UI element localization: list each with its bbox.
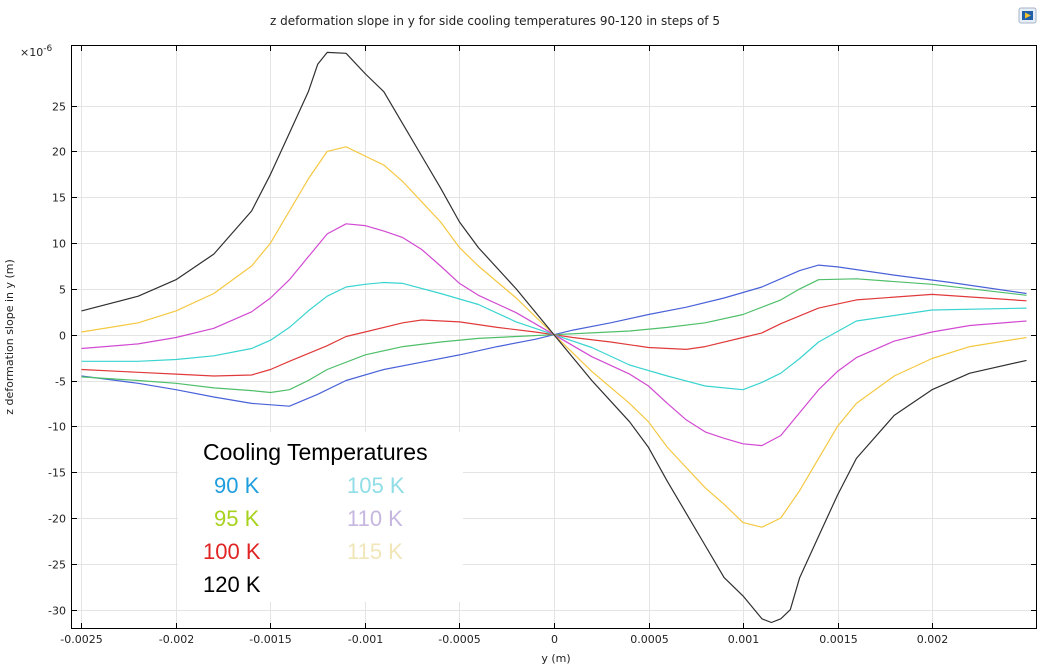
legend-item-95k: 95 K: [214, 506, 260, 531]
x-tick-label: -0.001: [348, 633, 383, 646]
y-multiplier: ×10-6: [20, 44, 52, 59]
plot-frame: [71, 45, 1037, 629]
y-multiplier-exponent: -6: [43, 44, 52, 54]
y-tick-label: -20: [48, 513, 66, 526]
x-tick-label: -0.002: [159, 633, 194, 646]
legend-box: [178, 432, 463, 602]
legend-title: Cooling Temperatures: [203, 439, 428, 465]
y-tick-label: -25: [48, 559, 66, 572]
logo-icon[interactable]: [1018, 7, 1037, 24]
series-line-1: [81, 278, 1027, 394]
chart-title: z deformation slope in y for side coolin…: [270, 14, 720, 28]
legend-item-90k: 90 K: [214, 473, 260, 498]
legend-item-120k: 120 K: [203, 572, 261, 597]
y-tick-label: -30: [48, 605, 66, 618]
x-axis-label: y (m): [541, 652, 570, 665]
legend: Cooling Temperatures 90 K 95 K 100 K 120…: [178, 432, 463, 602]
logo-icon-arrow: [1025, 12, 1031, 19]
series-line-6: [81, 51, 1027, 624]
y-tick-label: 5: [59, 284, 66, 297]
y-tick-label: 20: [52, 146, 66, 159]
y-tick-label: -15: [48, 467, 66, 480]
x-tick-label: 0.002: [917, 633, 949, 646]
x-tick-label: 0.0005: [630, 633, 669, 646]
legend-item-100k: 100 K: [203, 539, 261, 564]
x-tick-label: -0.0025: [60, 633, 102, 646]
series-group: [81, 51, 1027, 624]
y-tick-label: -10: [48, 421, 66, 434]
y-axis-label: z deformation slope in y (m): [3, 259, 16, 415]
x-tick-label: -0.0015: [249, 633, 291, 646]
series-line-0: [81, 264, 1027, 407]
series-line-2: [81, 293, 1027, 377]
y-tick-label: 10: [52, 238, 66, 251]
y-tick-label: 15: [52, 192, 66, 205]
series-line-3: [81, 281, 1027, 391]
x-tick-label: 0.001: [728, 633, 760, 646]
x-tick-label: 0.0015: [819, 633, 858, 646]
y-tick-label: -5: [55, 376, 66, 389]
legend-item-105k: 105 K: [347, 473, 405, 498]
x-tick-label: -0.0005: [438, 633, 480, 646]
y-tick-label: 0: [59, 330, 66, 343]
legend-item-110k: 110 K: [347, 506, 403, 531]
y-multiplier-base: ×10: [20, 46, 43, 59]
x-tick-label: 0: [551, 633, 558, 646]
ticks: -0.0025 -0.002 -0.0015 -0.001 -0.0005 0 0.0005…: [48, 46, 1036, 646]
legend-item-115k: 115 K: [347, 539, 403, 564]
y-tick-label: 25: [52, 101, 66, 114]
